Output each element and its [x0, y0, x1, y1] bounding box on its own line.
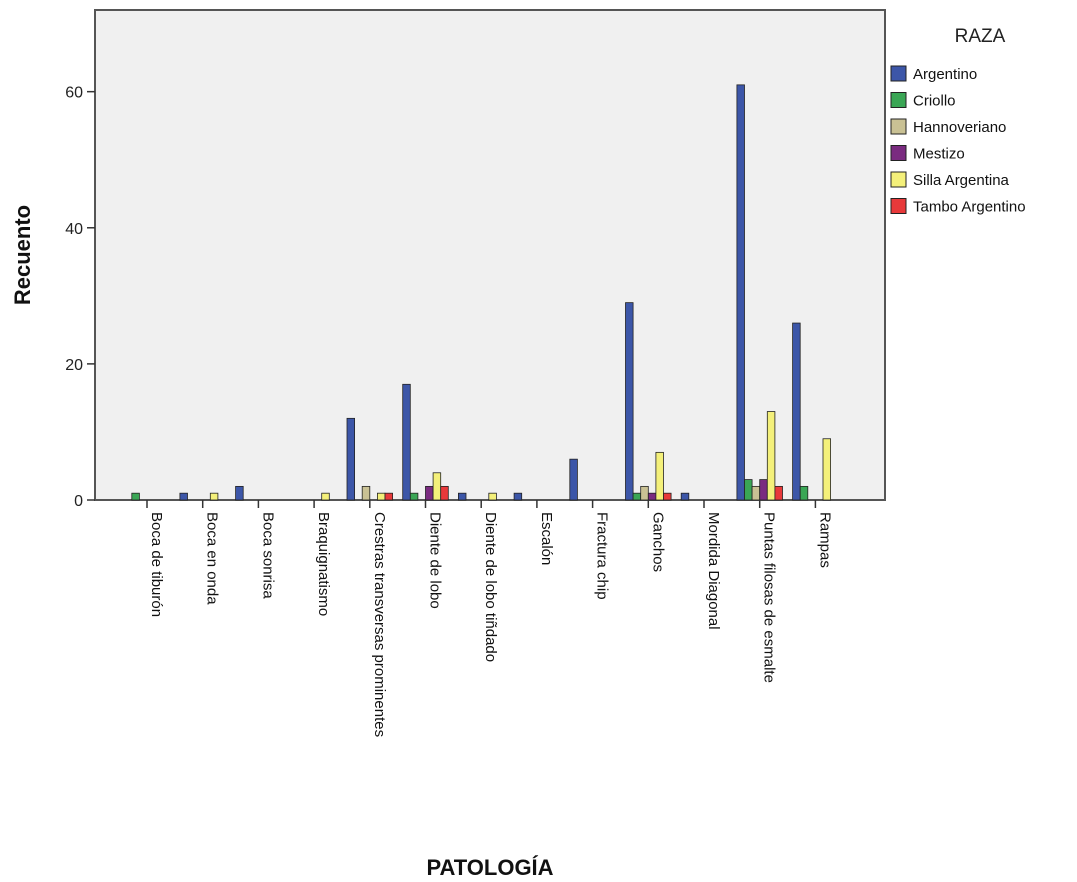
- x-category-label: Puntas filosas de esmalte: [761, 512, 778, 683]
- bar-argentino: [736, 84, 745, 501]
- legend-label: Silla Argentina: [913, 172, 1010, 189]
- bar-criollo: [131, 492, 140, 501]
- bar-silla-argentina: [321, 492, 330, 501]
- bar-argentino: [792, 322, 801, 501]
- y-tick-label: 20: [65, 357, 83, 374]
- bar-silla-argentina: [655, 451, 664, 501]
- bar-criollo: [799, 485, 809, 501]
- x-category-label: Boca en onda: [204, 512, 221, 605]
- y-tick-label: 60: [65, 85, 83, 102]
- legend-swatch: [890, 145, 907, 161]
- x-category-label: Braquignatismo: [315, 512, 332, 616]
- y-tick-label: 0: [74, 493, 83, 510]
- legend-label: Hannoveriano: [913, 119, 1006, 136]
- legend: RAZA Argentino Criollo Hannoveriano Mestizo…: [890, 26, 1026, 216]
- bar-hannoveriano: [751, 485, 761, 501]
- x-category-label: Mordida Diagonal: [705, 512, 722, 630]
- bar-argentino: [569, 458, 578, 501]
- bar-silla-argentina: [376, 492, 386, 501]
- bar-criollo: [409, 492, 419, 501]
- bar-hannoveriano: [640, 485, 649, 501]
- x-category-label: Diente de lobo tiñdado: [482, 512, 499, 662]
- bar-tambo-argentino: [384, 492, 393, 501]
- legend-swatch: [890, 198, 907, 214]
- bars-group: [131, 84, 831, 501]
- x-category-label: Boca de tiburón: [148, 512, 165, 617]
- x-category-label: Diente de lobo: [427, 512, 444, 609]
- legend-label: Argentino: [913, 66, 977, 83]
- y-axis-title: Recuento: [10, 205, 35, 305]
- bar-argentino: [235, 485, 244, 501]
- bar-hannoveriano: [361, 485, 371, 501]
- bar-mestizo: [647, 492, 657, 501]
- bar-silla-argentina: [432, 472, 442, 501]
- bar-argentino: [625, 302, 634, 501]
- legend-swatch: [890, 118, 907, 135]
- y-axis: 0 20 40 60: [65, 85, 95, 510]
- bar-silla-argentina: [766, 411, 776, 501]
- legend-label: Criollo: [913, 93, 956, 110]
- x-category-label: Rampas: [816, 512, 833, 568]
- legend-label: Mestizo: [913, 146, 965, 163]
- x-category-label: Ganchos: [649, 512, 666, 572]
- bar-argentino: [179, 492, 188, 501]
- plot-area: [94, 9, 886, 501]
- x-axis-title: PATOLOGÍA: [426, 855, 553, 880]
- x-category-label: Crestras transversas prominentes: [371, 512, 388, 737]
- bar-silla-argentina: [822, 438, 831, 501]
- legend-swatch: [890, 92, 907, 108]
- x-category-label: Boca sonrisa: [259, 512, 276, 599]
- bar-mestizo: [425, 485, 434, 501]
- bar-tambo-argentino: [440, 485, 449, 501]
- bar-argentino: [680, 492, 690, 501]
- bar-criollo: [744, 479, 753, 501]
- bar-silla-argentina: [488, 492, 497, 501]
- bar-argentino: [402, 383, 411, 501]
- bar-tambo-argentino: [663, 492, 672, 501]
- x-category-label: Fractura chip: [594, 512, 611, 600]
- x-axis: Boca de tiburón Boca en onda Boca sonrisa B…: [146, 500, 833, 737]
- bar-mestizo: [759, 479, 768, 501]
- bar-argentino: [346, 417, 355, 501]
- bar-criollo: [632, 492, 642, 501]
- bar-argentino: [513, 492, 523, 501]
- y-tick-label: 40: [65, 221, 83, 238]
- bar-tambo-argentino: [774, 485, 783, 501]
- bar-argentino: [457, 492, 467, 501]
- legend-swatch: [890, 65, 907, 82]
- bar-silla-argentina: [209, 492, 219, 501]
- legend-swatch: [890, 171, 907, 188]
- x-category-label: Escalón: [538, 512, 555, 565]
- legend-title: RAZA: [955, 26, 1006, 47]
- legend-label: Tambo Argentino: [913, 199, 1026, 216]
